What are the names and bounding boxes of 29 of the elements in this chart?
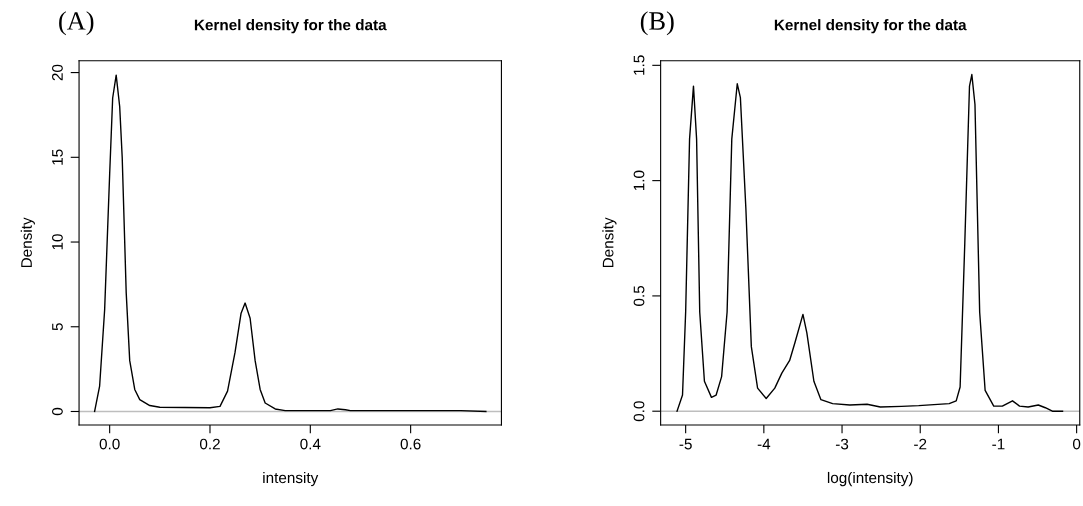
y-tick-label: 0	[52, 407, 63, 416]
x-tick-label: 0.0	[99, 438, 120, 450]
y-tick-label: 20	[52, 64, 63, 81]
x-axis-title: log(intensity)	[827, 471, 913, 487]
line-series	[676, 73, 1064, 412]
x-tick-label: 0.2	[199, 438, 220, 450]
y-tick-label: 1.0	[633, 170, 645, 191]
y-axis-title: Density	[602, 217, 617, 268]
y-tick-label: 5	[52, 323, 63, 331]
x-tick-label: -2	[914, 438, 927, 450]
x-axis-title: intensity	[263, 471, 319, 487]
x-tick-label: -1	[992, 438, 1005, 450]
y-tick-label: 15	[52, 149, 63, 165]
y-tick-label: 0.5	[633, 285, 645, 306]
x-tick-label: 0.6	[400, 438, 421, 450]
text: (A)	[59, 11, 94, 36]
x-tick-label: -5	[679, 438, 692, 450]
x-tick-label: 0	[1072, 438, 1081, 450]
text: (B)	[640, 11, 674, 36]
line-series	[93, 74, 487, 413]
y-axis-title: Density	[20, 217, 35, 268]
chart-title: Kernel density for the data	[774, 19, 967, 34]
y-tick-label: 10	[52, 234, 63, 250]
x-tick-label: 0.4	[300, 438, 321, 450]
x-tick-label: -3	[835, 438, 849, 450]
y-tick-label: 0.0	[633, 401, 645, 422]
y-tick-label: 1.5	[633, 55, 645, 75]
chart-title: Kernel density for the data	[194, 19, 387, 34]
x-tick-label: -4	[757, 438, 771, 450]
